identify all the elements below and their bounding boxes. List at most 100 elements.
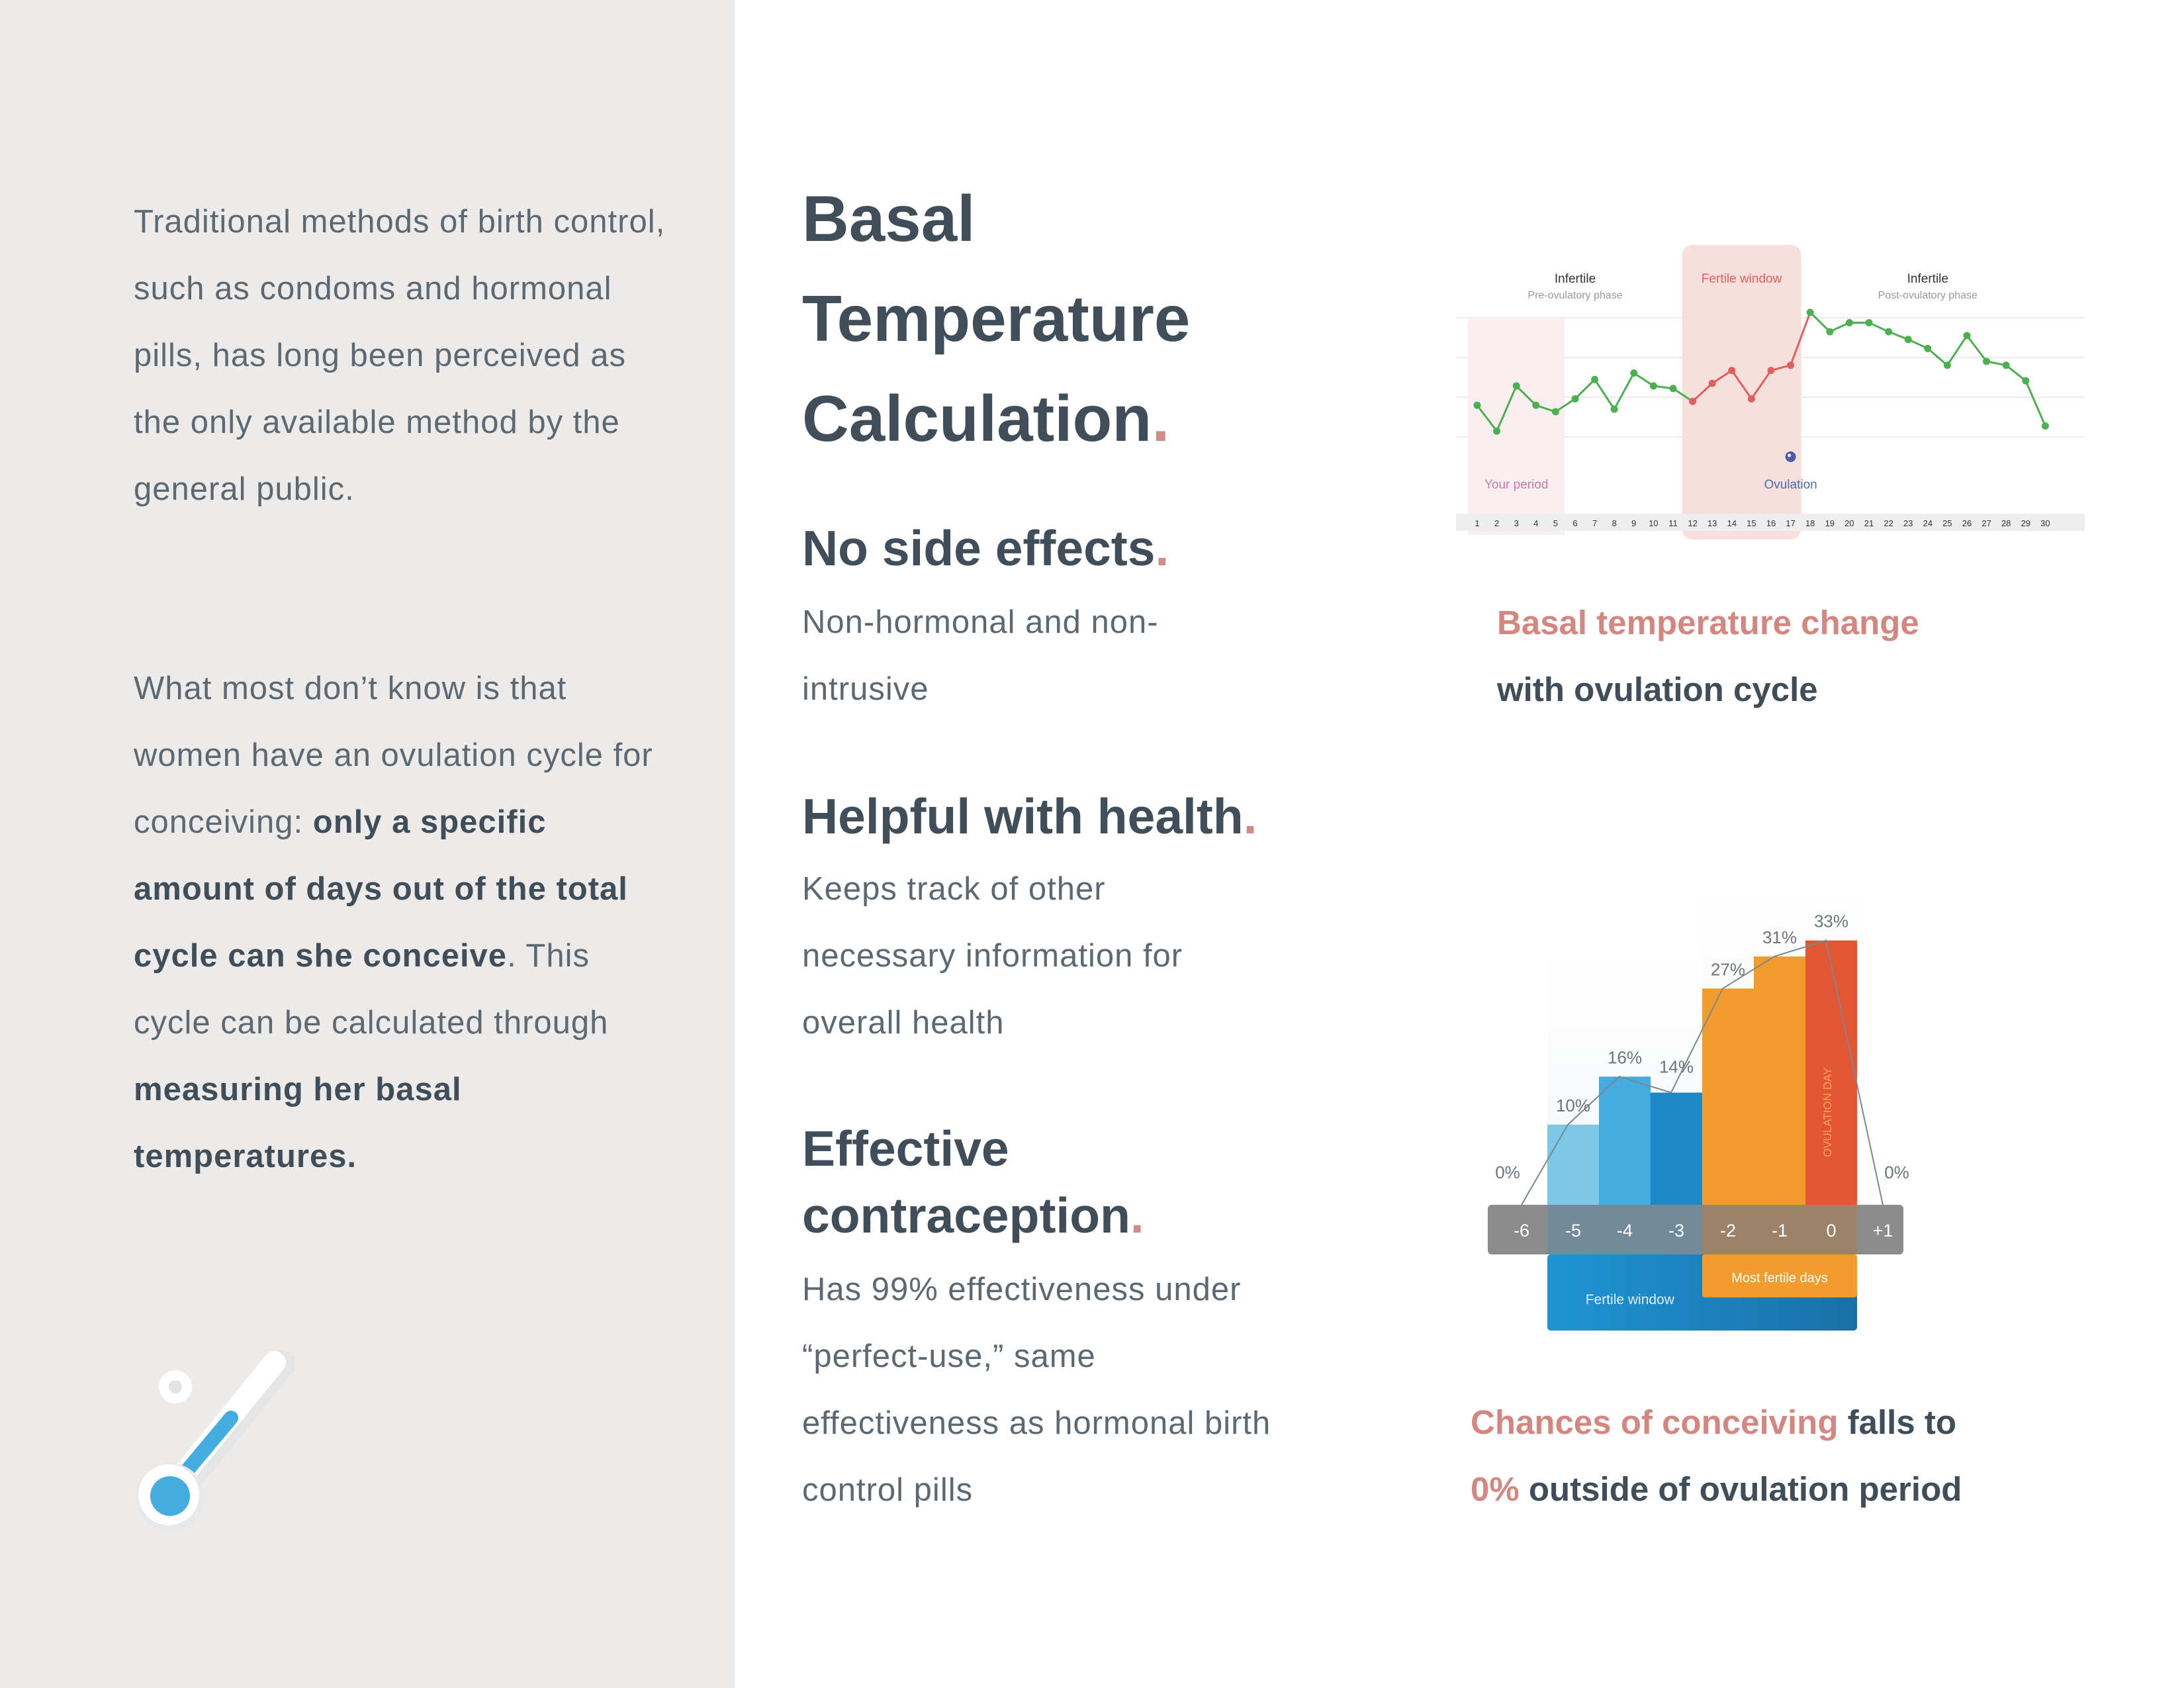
label-post-ovulatory: Post-ovulatory phase <box>1878 290 1978 301</box>
page-title-line1: Basal <box>802 182 976 255</box>
chart1-caption-highlight: Basal temperature change <box>1497 604 1919 641</box>
x-tick-label: 22 <box>1884 518 1893 528</box>
ovulation-marker <box>1785 451 1796 462</box>
temperature-point <box>1747 395 1755 402</box>
x-tick-label: 2 <box>1494 518 1499 528</box>
ovulation-marker-highlight <box>1788 453 1792 457</box>
x-tick-day-0: 0 <box>1826 1221 1836 1241</box>
temperature-point <box>1689 397 1697 405</box>
page-title-dot: . <box>1152 382 1170 455</box>
x-tick-label: 21 <box>1864 518 1874 528</box>
ovulation-paragraph: What most don’t know is that women have … <box>134 655 676 1190</box>
temperature-point <box>1532 401 1540 409</box>
temperature-point <box>1610 405 1618 413</box>
x-tick-label: 6 <box>1572 518 1577 528</box>
x-tick-label: 12 <box>1688 518 1697 528</box>
bar-day-0 <box>1805 940 1857 1205</box>
chart1-caption-rest: with ovulation cycle <box>1497 671 1818 708</box>
x-tick-label: 5 <box>1553 518 1558 528</box>
temperature-point <box>1885 328 1893 336</box>
fertile-window-band <box>1682 245 1801 539</box>
temperature-point <box>1924 344 1932 352</box>
temperature-point <box>1571 395 1579 402</box>
x-tick-label: 17 <box>1786 518 1795 528</box>
most-fertile-bar <box>1702 1254 1857 1297</box>
temperature-point <box>1943 361 1951 369</box>
chart2-caption-rest-2: outside of ovulation period <box>1519 1470 1962 1508</box>
x-axis-most-fertile-segment <box>1702 1205 1857 1254</box>
label-infertile-pre: Infertile <box>1555 272 1596 286</box>
x-tick-day--2: -2 <box>1720 1221 1736 1241</box>
basal-temperature-chart: Infertile Pre-ovulatory phase Fertile wind… <box>1456 245 2085 539</box>
temperature-point <box>1708 379 1716 387</box>
feature-text-health: Keeps track of other necessary informati… <box>802 871 1183 1041</box>
value-label-day--5: 10% <box>1556 1096 1590 1115</box>
temperature-point <box>1963 332 1971 340</box>
x-tick-label: 16 <box>1766 518 1776 528</box>
x-tick-label: 10 <box>1649 518 1658 528</box>
x-tick-label: 23 <box>1903 518 1913 528</box>
temperature-point <box>1826 328 1834 336</box>
temperature-point <box>1551 408 1559 416</box>
page-title: Basal Temperature Calculation. <box>802 169 1190 469</box>
feature-text-side-effects: Non-hormonal and non-intrusive <box>802 604 1159 707</box>
temperature-point <box>1473 401 1481 409</box>
temperature-point <box>1806 308 1814 316</box>
most-fertile-label: Most fertile days <box>1731 1271 1828 1286</box>
x-tick-day--3: -3 <box>1668 1221 1684 1241</box>
temperature-point <box>1512 382 1520 390</box>
x-tick-label: 30 <box>2040 518 2050 528</box>
x-tick-label: 7 <box>1592 518 1597 528</box>
page-title-line3: Calculation <box>802 382 1152 455</box>
x-tick-label: 15 <box>1747 518 1756 528</box>
temperature-point <box>1865 318 1873 326</box>
thermometer-icon <box>136 1350 295 1532</box>
x-tick-label: 25 <box>1942 518 1952 528</box>
label-fertile-window: Fertile window <box>1702 272 1782 286</box>
ovulation-paragraph-bold-1: only a specific amount of days out of th… <box>134 804 628 974</box>
x-tick-label: 13 <box>1707 518 1717 528</box>
bar-day--1 <box>1754 956 1805 1205</box>
chart2-caption: Chances of conceiving falls to 0% outsid… <box>1471 1389 2165 1523</box>
x-tick-day--4: -4 <box>1617 1221 1633 1241</box>
x-tick-label: 4 <box>1533 518 1538 528</box>
ovulation-day-label: OVULATION DAY <box>1821 1068 1834 1157</box>
temperature-point <box>1591 375 1599 383</box>
temperature-point <box>1669 385 1677 393</box>
feature-heading-side-effects: No side effects. <box>802 520 1169 576</box>
x-tick-label: 9 <box>1631 518 1636 528</box>
x-tick-label: 3 <box>1514 518 1519 528</box>
value-label-day--6: 0% <box>1495 1162 1520 1182</box>
fertile-window-label: Fertile window <box>1586 1292 1675 1307</box>
x-tick-label: 28 <box>2001 518 2011 528</box>
chart2-caption-rest-1: falls to <box>1838 1403 1957 1441</box>
temperature-point <box>2002 361 2010 369</box>
x-tick-label: 19 <box>1825 518 1835 528</box>
temperature-point <box>1728 367 1736 375</box>
x-tick-label: 20 <box>1844 518 1854 528</box>
temperature-point <box>1649 382 1657 390</box>
label-ovulation: Ovulation <box>1764 478 1817 492</box>
feature-heading-contraception: Effective contraception. <box>802 1121 1144 1243</box>
sidebar <box>0 0 735 1688</box>
page-title-line2: Temperature <box>802 282 1191 355</box>
bar-day--2 <box>1702 988 1754 1205</box>
label-your-period: Your period <box>1484 478 1548 492</box>
value-label-day-+1: 0% <box>1884 1162 1909 1182</box>
temperature-point <box>2041 422 2049 430</box>
x-tick-label: 24 <box>1923 518 1933 528</box>
chart1-caption: Basal temperature change with ovulation … <box>1497 589 1919 723</box>
ovulation-paragraph-bold-2: measuring her basal temperatures. <box>134 1072 462 1174</box>
chart2-caption-highlight-2: 0% <box>1471 1470 1520 1508</box>
value-label-day--3: 14% <box>1659 1057 1694 1077</box>
x-tick-label: 8 <box>1612 518 1617 528</box>
temperature-point <box>1493 427 1501 435</box>
x-axis-band <box>1456 514 2085 531</box>
temperature-point <box>1787 361 1795 369</box>
x-tick-label: 27 <box>1981 518 1991 528</box>
value-label-day--2: 27% <box>1711 959 1745 979</box>
temperature-point <box>1767 367 1775 375</box>
label-pre-ovulatory: Pre-ovulatory phase <box>1527 290 1622 301</box>
feature-text-contraception: Has 99% effectiveness under “perfect-use… <box>802 1272 1271 1508</box>
period-band <box>1468 318 1565 535</box>
